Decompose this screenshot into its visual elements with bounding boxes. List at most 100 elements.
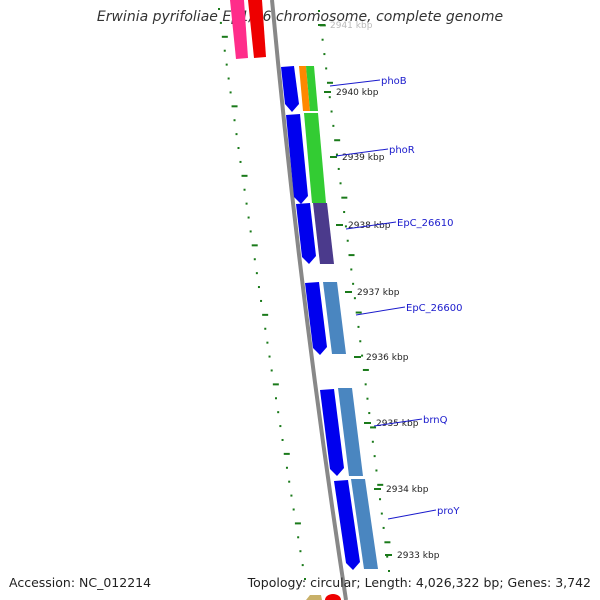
gene-arrow <box>281 66 299 112</box>
scale-dot <box>346 239 349 242</box>
ring-dot <box>229 91 232 94</box>
ring-dot <box>233 119 236 122</box>
ring-dot <box>245 202 248 205</box>
ring-dot <box>266 341 269 344</box>
gc-dotted-ring <box>218 8 391 580</box>
ring-dot <box>274 397 277 400</box>
leader-line <box>335 148 389 157</box>
scale-label: 2933 kbp <box>397 551 440 561</box>
scale-dot <box>328 96 331 99</box>
gene-arrow <box>334 480 360 570</box>
scale-label: 2935 kbp <box>376 419 419 429</box>
gene-label: brnQ <box>423 415 448 426</box>
ring-dot <box>288 480 291 483</box>
gene-label: proY <box>437 506 460 517</box>
scale-dot <box>344 225 347 228</box>
ring-dot <box>243 188 246 191</box>
scale-dot <box>337 167 340 170</box>
ring-dot <box>239 160 242 163</box>
scale-label: 2936 kbp <box>366 353 409 363</box>
gene-arrow <box>305 282 327 355</box>
cog-block <box>338 388 363 476</box>
scale-dot <box>330 110 333 113</box>
leader-line <box>345 221 397 230</box>
scale-dot <box>326 81 333 84</box>
scale-dot <box>350 268 353 271</box>
scale-dot <box>362 368 369 371</box>
ring-dot <box>283 452 290 455</box>
ring-dot <box>241 174 248 177</box>
ring-dot <box>260 299 263 302</box>
ring-dot <box>218 8 220 10</box>
cds-track <box>281 66 360 570</box>
scale-label: 2934 kbp <box>386 485 429 495</box>
ring-dot <box>227 77 230 80</box>
gene-label: phoB <box>381 76 407 87</box>
ring-dot <box>255 272 258 275</box>
ring-dot <box>247 216 250 219</box>
leader-line <box>355 306 406 316</box>
scale-dot <box>384 541 391 544</box>
scale-dot <box>370 426 377 429</box>
ring-dot <box>257 286 260 289</box>
top-features <box>230 0 266 59</box>
gene-label: EpC_26600 <box>406 303 462 314</box>
scale-dot <box>361 354 364 357</box>
scale-dot <box>380 512 383 515</box>
scale-dot <box>379 498 382 501</box>
ring-dot <box>268 355 271 358</box>
ring-dot <box>219 21 222 24</box>
ring-dot <box>272 383 279 386</box>
ring-dot <box>297 536 300 539</box>
scale-label: 2941 kbp <box>330 21 373 31</box>
cog-block <box>351 479 378 569</box>
ring-dot <box>290 494 293 497</box>
scale-dot <box>368 412 371 415</box>
bottom-features <box>306 594 341 600</box>
scale-dot <box>355 311 362 314</box>
scale-dot <box>334 139 341 142</box>
scale-dot <box>366 397 369 400</box>
scale-dot <box>386 555 389 558</box>
scale-dot <box>352 282 355 285</box>
ring-dot <box>231 105 238 108</box>
ring-dot <box>304 578 306 580</box>
scale-dot <box>339 182 342 185</box>
ring-dot <box>279 425 282 428</box>
red-feature <box>325 594 341 600</box>
scale-dot <box>341 196 348 199</box>
leader-line <box>373 418 423 427</box>
scale-dot <box>375 469 378 472</box>
ring-dot <box>262 313 269 316</box>
scale-dot <box>364 383 367 386</box>
ring-dot <box>294 522 301 525</box>
ring-dot <box>237 147 240 150</box>
scale-dot <box>353 297 356 300</box>
scale-dot <box>357 325 360 328</box>
gene-arrow <box>286 114 308 204</box>
gene-arrow <box>320 389 344 476</box>
scale-dot <box>323 53 326 56</box>
map-title: Erwinia pyrifoliae Ep1/96 chromosome, co… <box>96 9 504 25</box>
ring-dot <box>292 508 295 511</box>
scale-dot <box>335 153 338 156</box>
ring-dot <box>235 133 238 136</box>
cog-block <box>304 113 326 203</box>
accession-text: Accession: NC_012214 <box>9 575 152 590</box>
cog-track <box>299 66 378 569</box>
scale-dot <box>325 67 328 70</box>
ring-dot <box>221 35 228 38</box>
scale-dot <box>348 254 355 257</box>
chromosome-backbone <box>270 0 348 600</box>
cog-block <box>313 203 334 264</box>
leader-line <box>387 509 437 520</box>
tan-feature <box>306 595 322 600</box>
gene-labels: phoB phoR EpC_26610 EpC_26600 brnQ proY <box>329 76 462 520</box>
ring-dot <box>223 49 226 52</box>
ring-dot <box>277 411 280 414</box>
scale-label: 2940 kbp <box>336 88 379 98</box>
cog-block <box>323 282 346 354</box>
scale-dot <box>318 10 320 12</box>
red-feature <box>248 0 266 58</box>
scale-label: 2939 kbp <box>342 153 385 163</box>
